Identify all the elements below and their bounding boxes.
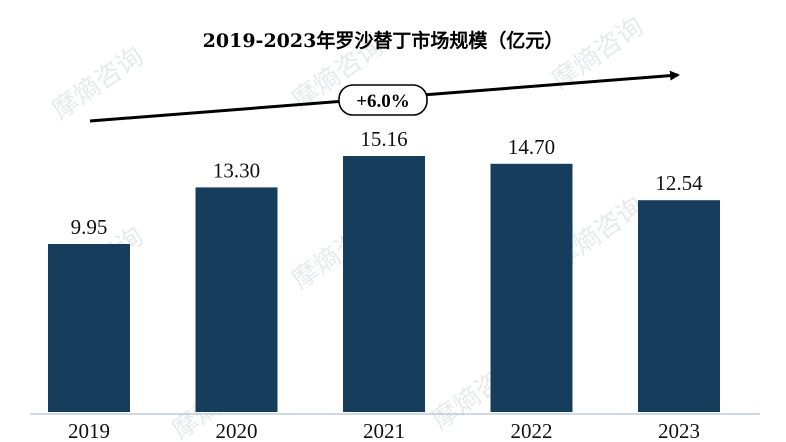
x-tick-2023: 2023: [658, 419, 700, 442]
x-tick-2022: 2022: [511, 419, 553, 442]
bar-2020: [195, 187, 278, 412]
value-label-2021: 15.16: [360, 127, 407, 151]
cagr-box: [338, 84, 428, 116]
value-label-2020: 13.30: [213, 158, 260, 182]
value-label-2022: 14.70: [508, 135, 555, 159]
bar-2021: [343, 156, 425, 412]
bar-2019: [48, 244, 130, 412]
bar-2023: [638, 200, 720, 412]
x-axis-ticks: 2019 2020 2021 2022 2023: [68, 419, 700, 442]
value-labels-layer: 9.95 13.30 15.16 14.70 12.54: [71, 127, 704, 239]
chart-title: 2019-2023年罗沙替丁市场规模（亿元）: [203, 29, 564, 52]
bar-2022: [490, 163, 573, 412]
x-tick-2019: 2019: [68, 419, 110, 442]
cagr-label: +6.0%: [356, 91, 410, 112]
value-label-2019: 9.95: [71, 215, 108, 239]
x-tick-2020: 2020: [216, 419, 258, 442]
x-tick-2021: 2021: [363, 419, 405, 442]
cagr-annotation: +6.0%: [89, 70, 680, 123]
watermark-1: 摩熵咨询: [47, 41, 149, 125]
bars-layer: [48, 156, 720, 412]
value-label-2023: 12.54: [655, 171, 703, 195]
